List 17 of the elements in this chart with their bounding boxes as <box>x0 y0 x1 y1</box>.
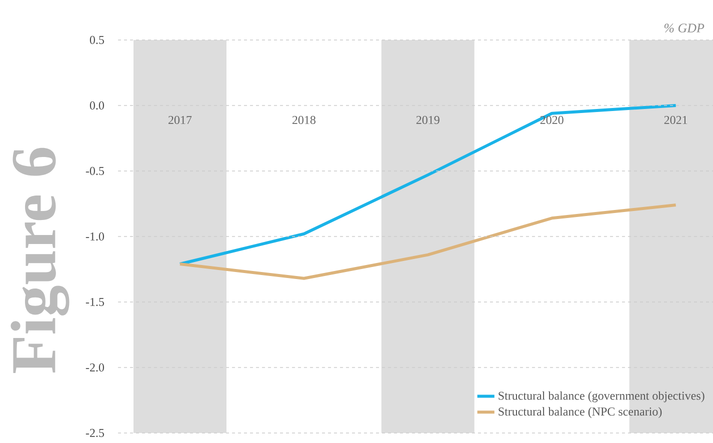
y-tick-label: -2.5 <box>86 428 104 438</box>
y-tick-label: -1.0 <box>86 232 104 241</box>
y-tick-label: -0.5 <box>86 166 104 176</box>
line-series <box>178 204 678 280</box>
x-tick-label: 2018 <box>292 116 316 124</box>
x-tick-label: 2021 <box>664 116 688 124</box>
y-tick-label: -2.0 <box>86 363 104 372</box>
legend-label: Structural balance (government objectives) <box>498 391 704 402</box>
y-axis-title: % GDP <box>664 24 704 32</box>
legend-label: Structural balance (NPC scenario) <box>498 407 662 418</box>
x-tick-label: 2019 <box>416 116 440 124</box>
y-tick-label: -1.5 <box>86 298 104 306</box>
x-tick-label: 2017 <box>168 116 192 124</box>
x-tick-label: 2020 <box>540 116 564 124</box>
y-tick-label: 0.5 <box>90 36 104 44</box>
caption: Figure 6 <box>10 148 70 373</box>
y-tick-label: 0.0 <box>90 101 104 110</box>
